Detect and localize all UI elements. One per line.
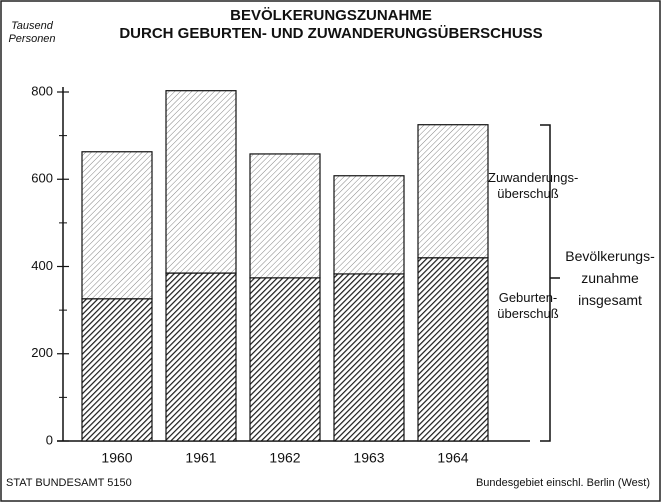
bar-segment [165,90,237,274]
y-tick-label: 800 [31,83,53,98]
bar-segment [81,151,153,300]
bar-segment [249,153,321,279]
legend-entry: Zuwanderungs-überschuß [488,170,579,201]
bar-segment [417,257,489,442]
bar-segment [333,175,405,275]
bar-segment [417,124,489,259]
y-tick-label: 200 [31,345,53,360]
x-tick-label: 1963 [353,450,384,466]
x-tick-label: 1960 [101,450,132,466]
total-bracket [540,124,560,442]
note: Bundesgebiet einschl. Berlin (West) [476,477,650,489]
bar-segment [165,272,237,442]
legend-entry: Geburten-überschuß [497,290,559,321]
bar-segment [333,273,405,442]
x-tick-label: 1962 [269,450,300,466]
y-axis-label: Tausend Personen [8,20,56,45]
chart-subtitle: DURCH GEBURTEN- UND ZUWANDERUNGSÜBERSCHU… [119,25,542,42]
total-label: Bevölkerungs-zunahme insgesamt [565,248,655,308]
x-tick-label: 1964 [437,450,468,466]
chart-title: BEVÖLKERUNGSZUNAHME [230,7,432,24]
y-tick-label: 0 [46,432,53,447]
bar-segment [249,277,321,442]
source: STAT BUNDESAMT 5150 [6,477,132,489]
bar-segment [81,298,153,442]
y-tick-label: 400 [31,258,53,273]
y-tick-label: 600 [31,171,53,186]
x-tick-label: 1961 [185,450,216,466]
